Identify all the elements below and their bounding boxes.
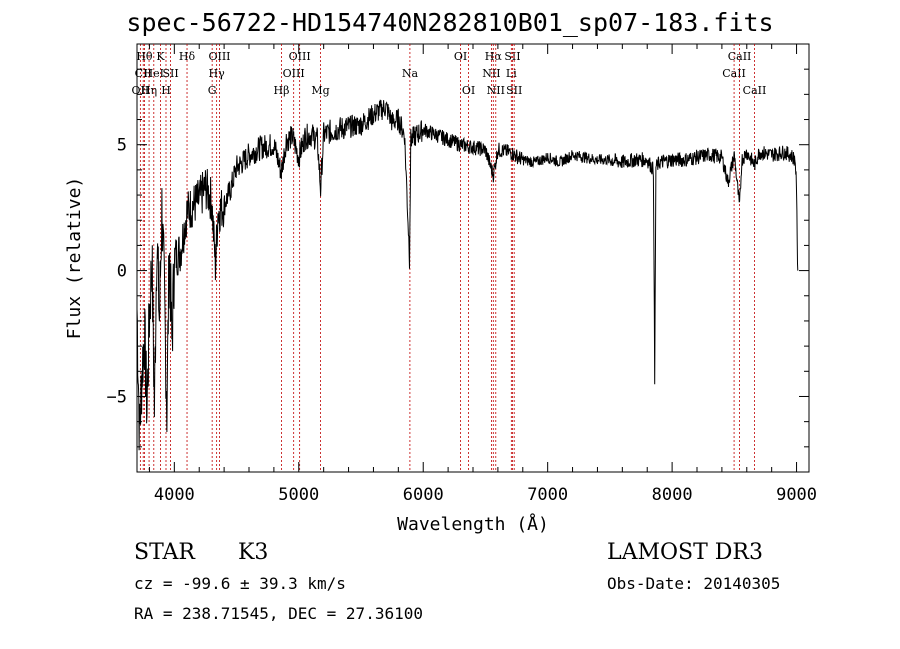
spectral-line-label: CaII xyxy=(722,67,746,80)
spectral-line-label: HeI xyxy=(144,67,164,80)
spectral-line-label: K xyxy=(156,50,165,63)
spectral-line-label: Hθ xyxy=(136,50,153,63)
spectral-line-label: NII xyxy=(482,67,500,80)
spectral-line-label: SII xyxy=(504,50,520,63)
spectral-line-label: G xyxy=(208,84,217,97)
spectrum-series-line xyxy=(136,99,799,451)
spectral-line-label: Hγ xyxy=(209,67,226,80)
x-tick-label: 5000 xyxy=(278,485,319,505)
redshift-info: cz = -99.6 ± 39.3 km/s xyxy=(134,574,346,593)
chart-title: spec-56722-HD154740N282810B01_sp07-183.f… xyxy=(126,8,774,37)
spectral-line-label: Li xyxy=(506,67,517,80)
coordinates-info: RA = 238.71545, DEC = 27.36100 xyxy=(134,604,423,623)
x-tick-label: 4000 xyxy=(154,485,195,505)
x-tick-label: 6000 xyxy=(403,485,444,505)
spectral-line-label: Hα xyxy=(485,50,503,63)
spectral-line-label: SII xyxy=(506,84,522,97)
y-axis-label: Flux (relative) xyxy=(64,177,85,340)
observation-date: Obs-Date: 20140305 xyxy=(607,574,781,593)
y-tick-label: −5 xyxy=(107,387,127,407)
spectral-line-label: NII xyxy=(487,84,505,97)
x-tick-label: 8000 xyxy=(652,485,693,505)
y-tick-label: 0 xyxy=(117,262,127,282)
spectral-line-label: OIII xyxy=(289,50,311,63)
spectral-line-label: Na xyxy=(402,67,419,80)
object-class: STAR xyxy=(134,540,195,565)
spectral-line-label: CaII xyxy=(743,84,767,97)
spectral-line-label: CaII xyxy=(728,50,752,63)
spectral-line-label: Hδ xyxy=(179,50,196,63)
y-tick-label: 5 xyxy=(117,136,127,156)
plot-frame xyxy=(136,43,810,473)
survey-name: LAMOST DR3 xyxy=(607,540,763,565)
x-axis-label: Wavelength (Å) xyxy=(397,513,549,535)
spectral-line-label: OIII xyxy=(283,67,305,80)
spectral-line-label: Hβ xyxy=(274,84,290,97)
spectral-line-label: OIII xyxy=(208,50,230,63)
x-tick-label: 7000 xyxy=(527,485,568,505)
spectral-line-label: SII xyxy=(162,67,178,80)
spectral-line-label: Hη xyxy=(141,84,157,97)
x-tick-label: 9000 xyxy=(776,485,817,505)
object-subclass: K3 xyxy=(238,540,269,565)
spectral-line-label: CII xyxy=(135,67,152,80)
spectral-line-label: H xyxy=(161,84,171,97)
spectral-line-label: Mg xyxy=(311,84,329,97)
spectral-line-label: OI xyxy=(462,84,475,97)
spectral-line-label: OI xyxy=(454,50,467,63)
